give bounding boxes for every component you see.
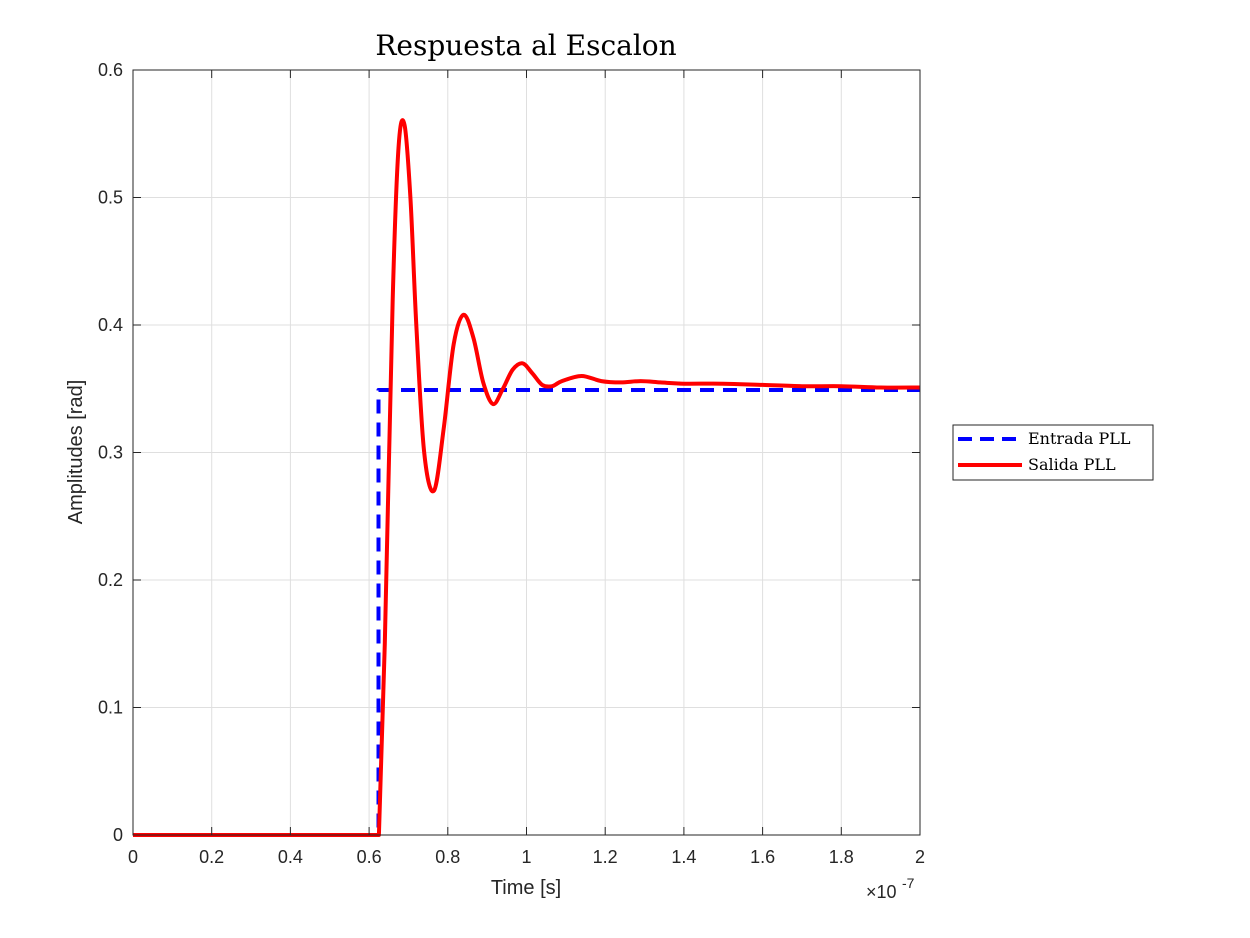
x-axis-multiplier: ×10 -7: [866, 875, 915, 902]
x-tick-label: 0.4: [278, 847, 303, 867]
x-multiplier-base: ×10: [866, 882, 897, 902]
y-axis-label: Amplitudes [rad]: [65, 380, 87, 525]
x-tick-label: 1.4: [671, 847, 696, 867]
x-tick-label: 0.2: [199, 847, 224, 867]
legend: Entrada PLL Salida PLL: [952, 424, 1154, 481]
x-tick-label: 1: [521, 847, 531, 867]
chart-title: Respuesta al Escalon: [375, 29, 676, 62]
y-tick-label: 0: [113, 825, 123, 845]
x-tick-label: 2: [915, 847, 925, 867]
x-tick-label: 0.6: [357, 847, 382, 867]
y-tick-label: 0.4: [98, 315, 123, 335]
y-tick-label: 0.5: [98, 188, 123, 208]
series-line-salida-pll: [133, 118, 921, 837]
x-tick-label: 1.2: [593, 847, 618, 867]
legend-box: [952, 424, 1154, 481]
legend-label-entrada: Entrada PLL: [1028, 429, 1131, 448]
ticks: 0 0.2 0.4 0.6 0.8 1 1.2 1.4 1.6 1.8 2 0 0.1 0.2 0.3 0.4…: [98, 60, 925, 867]
y-tick-label: 0.1: [98, 698, 123, 718]
x-axis-label: Time [s]: [491, 877, 561, 899]
y-tick-label: 0.6: [98, 60, 123, 80]
y-tick-label: 0.2: [98, 570, 123, 590]
x-multiplier-exponent: -7: [902, 875, 915, 891]
x-tick-label: 1.8: [829, 847, 854, 867]
x-tick-label: 1.6: [750, 847, 775, 867]
y-tick-label: 0.3: [98, 443, 123, 463]
legend-label-salida: Salida PLL: [1028, 455, 1116, 474]
x-tick-label: 0: [128, 847, 138, 867]
x-tick-label: 0.8: [435, 847, 460, 867]
